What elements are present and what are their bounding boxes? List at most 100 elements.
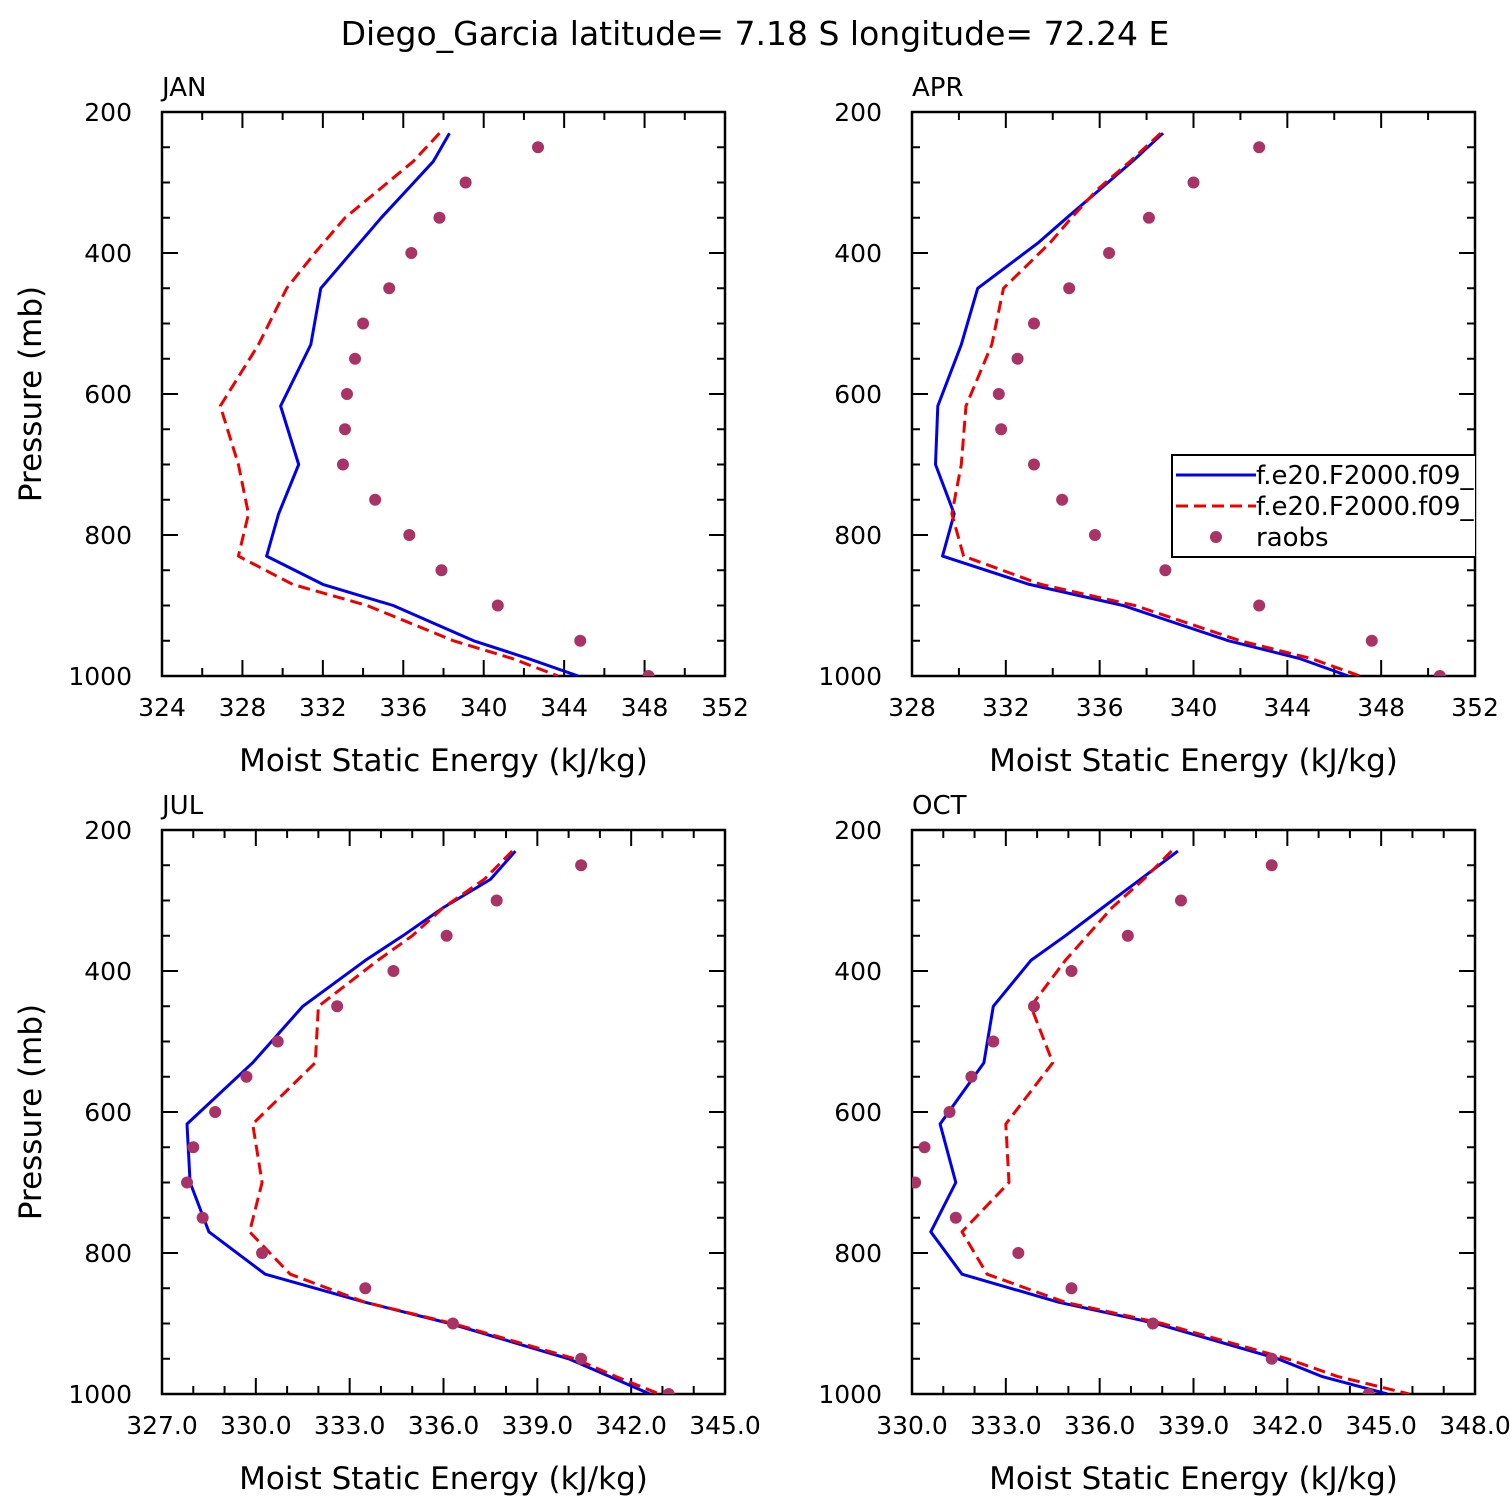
series-line-solid (929, 849, 1388, 1394)
raobs-point (187, 1141, 200, 1154)
raobs-point (1174, 894, 1187, 907)
series-line-solid (185, 850, 651, 1394)
raobs-point (965, 1070, 978, 1083)
raobs-point (271, 1035, 284, 1048)
panel-label: APR (912, 73, 964, 103)
y-tick-label: 200 (84, 98, 132, 127)
x-tick-label: 336 (1076, 693, 1124, 722)
raobs-point (433, 211, 446, 224)
raobs-point (209, 1106, 222, 1118)
y-tick-label: 800 (834, 521, 882, 550)
raobs-point (1027, 458, 1040, 471)
raobs-point (446, 1317, 459, 1330)
raobs-point (181, 1176, 194, 1189)
y-tick-label: 600 (834, 380, 882, 409)
y-tick-label: 400 (834, 239, 882, 268)
raobs-point (1027, 1000, 1040, 1013)
panel-apr: APR 328 332 336 340 344 348 352 200 400 600 800 1000… (818, 73, 1498, 779)
panel-label: OCT (912, 791, 967, 821)
raobs-point (240, 1070, 253, 1083)
x-axis-label: Moist Static Energy (kJ/kg) (239, 1461, 648, 1497)
y-tick-label: 1000 (68, 1380, 132, 1409)
legend-label: f.e20.F2000.f09_ (1256, 461, 1474, 491)
x-tick-label: 333.0 (970, 1411, 1042, 1440)
y-axis-label: Pressure (mb) (13, 286, 49, 502)
x-tick-label: 345.0 (1345, 1411, 1417, 1440)
plot-area (218, 132, 655, 676)
raobs-point (403, 529, 416, 541)
raobs-point (405, 247, 418, 259)
raobs-point (642, 670, 655, 676)
plot-frame (160, 828, 727, 1396)
x-tick-label: 348.0 (1439, 1411, 1510, 1440)
raobs-point (1142, 211, 1155, 224)
y-tick-label: 400 (84, 957, 132, 986)
x-tick-label: 340 (1170, 693, 1218, 722)
x-tick-label: 332 (982, 693, 1030, 722)
y-tick-label: 800 (834, 1239, 882, 1268)
plot-frame (910, 828, 1477, 1396)
plot-area (181, 850, 675, 1394)
raobs-point (949, 1211, 962, 1224)
series-line-dashed (248, 850, 660, 1394)
raobs-point (1121, 929, 1134, 942)
y-axis-label: Pressure (mb) (13, 1004, 49, 1220)
raobs-point (1011, 352, 1024, 365)
x-axis-label: Moist Static Energy (kJ/kg) (989, 743, 1398, 779)
x-tick-label: 327.0 (126, 1411, 198, 1440)
raobs-point (1265, 859, 1278, 872)
plot-frame (160, 110, 727, 678)
raobs-point (459, 176, 472, 189)
legend-label: f.e20.F2000.f09_ (1256, 492, 1474, 522)
x-tick-label: 330.0 (220, 1411, 292, 1440)
x-tick-label: 348 (1357, 693, 1405, 722)
y-tick-label: 400 (834, 957, 882, 986)
raobs-point (574, 634, 587, 647)
y-tick-label: 400 (84, 239, 132, 268)
series-line-dashed (950, 132, 1361, 676)
panel-jan: JAN 324 328 332 336 340 344 348 352 200 400 600 800 1… (13, 73, 749, 779)
raobs-point (440, 929, 453, 942)
raobs-point (992, 388, 1005, 400)
raobs-point (1088, 529, 1101, 541)
raobs-point (1103, 247, 1116, 259)
x-tick-label: 336.0 (1064, 1411, 1136, 1440)
series-line-dashed (218, 132, 559, 676)
x-axis-label: Moist Static Energy (kJ/kg) (239, 743, 648, 779)
y-tick-label: 1000 (818, 1380, 882, 1409)
x-tick-label: 332 (299, 693, 347, 722)
plot-area (934, 132, 1446, 676)
x-tick-label: 324 (138, 693, 186, 722)
raobs-point (1365, 634, 1378, 647)
x-tick-label: 342.0 (1252, 1411, 1324, 1440)
raobs-point (1065, 1282, 1078, 1295)
raobs-point (1056, 493, 1069, 506)
y-tick-label: 800 (84, 521, 132, 550)
legend-label: raobs (1256, 523, 1329, 553)
x-tick-label: 339.0 (502, 1411, 574, 1440)
raobs-point (1027, 317, 1040, 330)
x-tick-label: 344 (1263, 693, 1311, 722)
y-tick-label: 200 (84, 816, 132, 845)
raobs-point (918, 1141, 931, 1154)
raobs-point (1433, 670, 1446, 676)
raobs-point (1187, 176, 1200, 189)
panel-oct: OCT 330.0 333.0 336.0 339.0 342.0 345.0 348.0 20… (818, 791, 1510, 1497)
y-tick-label: 200 (834, 816, 882, 845)
raobs-point (359, 1282, 372, 1295)
x-tick-label: 344 (540, 693, 588, 722)
raobs-point (383, 282, 396, 295)
y-tick-label: 800 (84, 1239, 132, 1268)
plot-area (912, 849, 1410, 1394)
raobs-point (338, 423, 351, 436)
x-tick-label: 339.0 (1158, 1411, 1230, 1440)
raobs-point (575, 1352, 588, 1365)
raobs-point (1362, 1388, 1375, 1394)
raobs-point (1065, 965, 1078, 977)
x-tick-label: 336 (379, 693, 427, 722)
raobs-point (1146, 1317, 1159, 1330)
x-tick-label: 328 (888, 693, 936, 722)
panel-label: JAN (160, 73, 206, 103)
raobs-point (1253, 599, 1266, 612)
